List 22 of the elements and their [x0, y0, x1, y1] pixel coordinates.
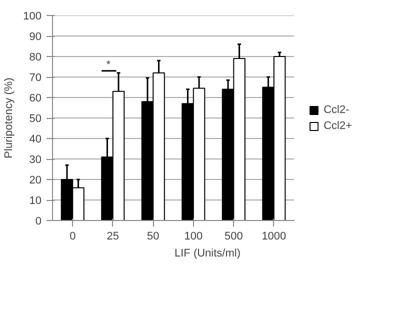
y-tick-label: 90 [29, 31, 42, 43]
x-tick-label: 25 [106, 230, 120, 242]
x-tick-label: 500 [224, 230, 243, 242]
y-tick-label: 50 [29, 113, 42, 125]
x-tick-label: 1000 [262, 230, 286, 242]
y-tick-label: 20 [29, 174, 42, 186]
y-tick-label: 0 [35, 216, 42, 228]
y-tick-label: 10 [29, 195, 42, 207]
y-tick-label: 80 [29, 52, 42, 64]
x-tick-label: 50 [147, 230, 160, 242]
y-tick-label: 40 [29, 134, 42, 146]
annotation: * [106, 58, 112, 71]
y-tick-label: 70 [29, 72, 42, 84]
x-tick-label: 100 [184, 230, 203, 242]
y-axis-title: Pluripotency (%) [3, 78, 16, 158]
y-tick-label: 30 [29, 154, 42, 166]
legend-label: Ccl2+ [324, 120, 352, 132]
x-axis-title: LIF (Units/ml) [174, 248, 240, 260]
y-tick-label: 60 [29, 92, 42, 104]
legend-label: Ccl2- [324, 104, 350, 116]
y-tick-label: 100 [23, 10, 42, 22]
x-tick-label: 0 [70, 230, 76, 242]
